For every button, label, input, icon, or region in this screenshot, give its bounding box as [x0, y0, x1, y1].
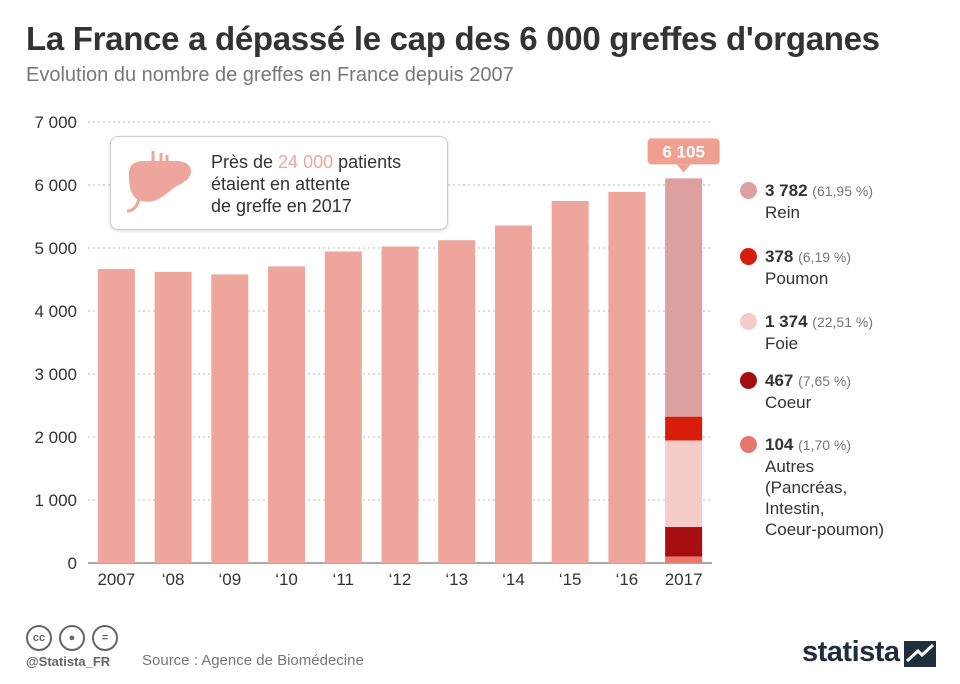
annotation-prefix: Près de [211, 152, 279, 172]
bar [97, 269, 135, 563]
legend-label-extra: Intestin, [765, 499, 825, 518]
bar-segment-foie [665, 440, 703, 528]
legend-swatch [740, 436, 757, 453]
y-tick-label: 4 000 [34, 302, 77, 321]
nd-icon: = [92, 625, 118, 651]
callout-label: 6 105 [662, 142, 705, 161]
bar [438, 240, 476, 563]
legend-label-extra: Coeur-poumon) [765, 520, 885, 539]
legend-pct: (7,65 %) [798, 373, 852, 389]
bar [154, 271, 192, 563]
bar-segment-autres [665, 556, 703, 563]
bar [268, 266, 306, 563]
legend-pct: (6,19 %) [798, 249, 852, 265]
legend-value: 104 [765, 435, 794, 454]
bar-segment-rein [665, 178, 703, 417]
bar-segment-poumon [665, 416, 703, 441]
x-tick-label: ‘16 [616, 570, 639, 589]
legend-label: Foie [765, 334, 799, 353]
x-tick-label: ‘08 [162, 570, 185, 589]
bar-segment-coeur [665, 527, 703, 557]
bar [211, 274, 249, 563]
legend-value: 467 [765, 371, 794, 390]
x-tick-label: 2017 [665, 570, 703, 589]
legend-swatch [740, 248, 757, 265]
legend-swatch [740, 182, 757, 199]
x-tick-label: ‘09 [218, 570, 241, 589]
legend-label-extra: (Pancréas, [765, 478, 848, 497]
bar [381, 246, 419, 563]
bar [551, 201, 589, 563]
y-tick-label: 3 000 [34, 365, 77, 384]
bar [608, 191, 646, 563]
annotation-box: Près de 24 000 patients étaient en atten… [110, 136, 448, 230]
statista-logo[interactable]: statista [802, 636, 900, 668]
y-tick-label: 1 000 [34, 491, 77, 510]
x-tick-label: ‘12 [389, 570, 412, 589]
legend-label: Poumon [765, 269, 829, 288]
x-tick-label: ‘11 [333, 570, 354, 589]
legend-value: 378 [765, 247, 794, 266]
legend-swatch [740, 313, 757, 330]
annotation-line2: étaient en attente [211, 174, 351, 194]
legend-value: 1 374 [765, 312, 808, 331]
legend-pct: (22,51 %) [812, 314, 873, 330]
y-tick-label: 0 [68, 554, 77, 573]
y-tick-label: 6 000 [34, 176, 77, 195]
legend-swatch [740, 372, 757, 389]
callout-pointer [676, 164, 691, 173]
cc-icon: cc [26, 625, 52, 651]
legend-pct: (61,95 %) [812, 183, 873, 199]
legend-value: 3 782 [765, 181, 808, 200]
x-tick-label: ‘13 [445, 570, 468, 589]
chart-title: La France a dépassé le cap des 6 000 gre… [26, 20, 880, 57]
callout-box [647, 138, 720, 165]
chart-subtitle: Evolution du nombre de greffes en France… [26, 64, 514, 86]
annotation-highlight: 24 000 [278, 152, 334, 172]
bar [324, 251, 362, 563]
statista-logo-icon [904, 641, 936, 667]
x-tick-label: ‘14 [502, 570, 525, 589]
footer-handle[interactable]: @Statista_FR [26, 654, 111, 669]
footer-source: Source : Agence de Biomédecine [142, 652, 364, 669]
y-tick-label: 7 000 [34, 113, 77, 132]
liver-icon [126, 151, 191, 213]
legend-pct: (1,70 %) [798, 437, 852, 453]
x-tick-label: ‘15 [559, 570, 582, 589]
annotation-suffix: patients [333, 152, 402, 172]
x-tick-label: 2007 [97, 570, 135, 589]
by-icon: ● [59, 625, 85, 651]
annotation-line3: de greffe en 2017 [211, 196, 352, 216]
y-tick-label: 5 000 [34, 239, 77, 258]
bar [494, 225, 532, 563]
legend-label: Rein [765, 203, 800, 222]
legend-label: Autres [765, 457, 815, 476]
legend-label: Coeur [765, 393, 812, 412]
y-tick-label: 2 000 [34, 428, 77, 447]
x-tick-label: ‘10 [275, 570, 298, 589]
